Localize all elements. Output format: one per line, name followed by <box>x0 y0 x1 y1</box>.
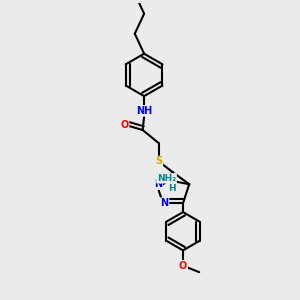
Text: O: O <box>179 261 187 271</box>
Text: O: O <box>120 120 128 130</box>
Text: NH: NH <box>136 106 152 116</box>
Text: NH₂: NH₂ <box>157 174 176 183</box>
Text: N: N <box>160 198 169 208</box>
Text: S: S <box>155 157 162 166</box>
Text: H: H <box>169 184 176 193</box>
Text: N: N <box>154 179 162 189</box>
